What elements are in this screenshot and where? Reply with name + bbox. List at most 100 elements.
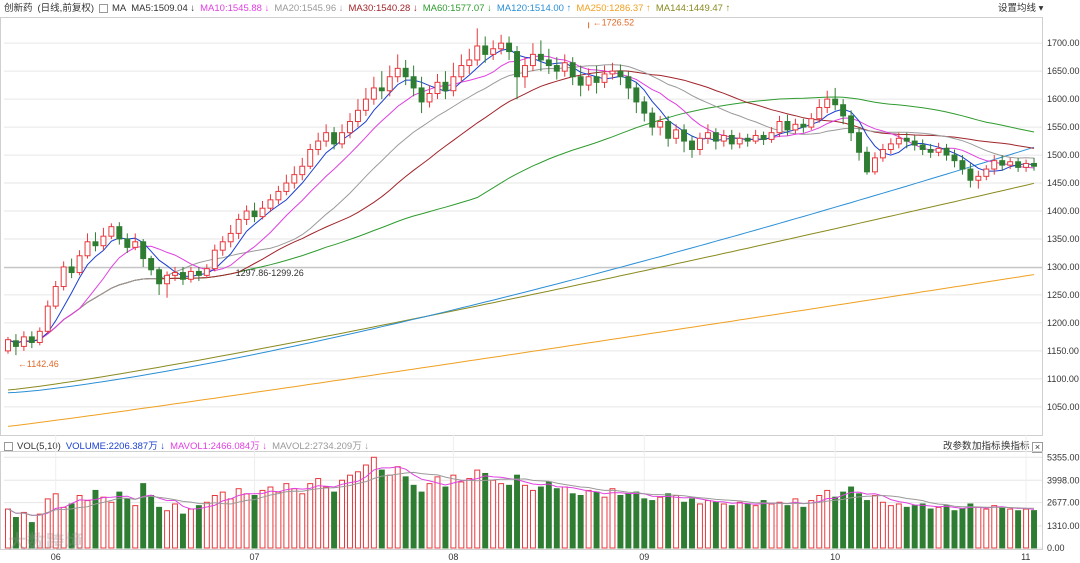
candle-down [800,123,807,128]
candle-down [617,70,624,78]
toggle-checkbox[interactable] [98,3,108,13]
volume-bar [378,469,385,549]
candle-down [649,112,656,128]
volume-bar [514,474,520,549]
candle-up [84,241,91,257]
volume-bar [291,488,298,549]
candle-down [633,87,640,103]
close-icon[interactable]: × [1032,442,1043,453]
settings-ma-label: 设置均线 [998,3,1037,14]
edit-params-button[interactable]: 改参数 [943,441,972,452]
volume-bar [625,493,632,549]
volume-bar [20,511,27,549]
volume-bar [712,501,719,549]
vol-value-1: VOLUME:2206.387万 ↓ [65,441,166,452]
volume-bar [840,491,847,549]
candle-up [315,140,322,150]
candle-down [1031,162,1037,167]
candle-up [203,268,210,276]
candle-up [601,73,608,83]
vol-value-2: MAVOL1:2466.084万 ↓ [170,441,268,452]
volume-bar [776,501,783,549]
candle-down [943,147,950,156]
price-panel-frame [0,17,1043,436]
volume-bar [235,488,242,549]
candle-down [864,151,870,173]
add-indicator-button[interactable]: 加指标 [972,441,1001,452]
candle-down [28,336,35,343]
candle-up [36,330,43,343]
volume-bar [434,476,441,549]
candle-up [259,207,266,218]
volume-bar [132,505,139,549]
candle-up [609,70,616,75]
candle-up [887,143,894,150]
candle-up [187,270,194,280]
candle-up [816,107,823,120]
switch-indicator-button[interactable]: 换指标 [1001,441,1030,452]
candle-down [156,269,163,285]
volume-bar [593,491,600,549]
instrument-name: 创新药 [4,3,33,14]
volume-bar [919,503,926,549]
candle-up [466,59,473,67]
volume-bar [824,489,831,549]
volume-bar [315,478,322,549]
y-tick-label: 1200.00 [1047,318,1080,328]
volume-bar [911,505,918,549]
volume-bar [164,510,171,549]
volume-bar [792,498,799,549]
settings-ma-button[interactable]: 设置均线 ▾ [998,2,1043,16]
ma-value-3: MA30:1540.28 ↓ [348,3,418,14]
candle-down [681,129,688,142]
ma144-line [7,182,1035,391]
volume-bar [140,483,147,549]
volume-bar [482,472,489,549]
vol-toggle-checkbox[interactable] [4,441,13,451]
watermark: 大数跨境 [8,532,84,552]
volume-bar [195,505,202,549]
volume-bar [283,483,290,549]
candle-down [331,132,338,145]
candle-down [92,241,99,247]
candle-down [641,101,648,114]
volume-bar [975,506,982,549]
volume-bar [187,508,194,549]
vol-value-0: VOL(5,10) [17,441,61,452]
volume-bar [681,501,688,549]
candle-up [792,123,799,131]
y-tick-label: 1650.00 [1047,66,1080,76]
price-legend: 创新药 (日线,前复权) MA MA5:1509.04 ↓ MA10:1545.88 ↓… [4,2,740,16]
y-tick-label: 1550.00 [1047,122,1080,132]
y-tick-label: 1700.00 [1047,38,1080,48]
volume-bar [227,498,234,549]
volume-panel-frame [0,451,1043,550]
volume-bar [370,456,377,549]
candle-up [975,175,982,181]
candle-up [299,165,306,176]
candle-up [935,147,942,153]
y-tick-label: 1450.00 [1047,178,1080,188]
x-tick-label: 08 [448,552,458,562]
candle-down [927,148,934,153]
candle-up [991,160,998,170]
candle-up [20,336,27,347]
candle-up [522,65,528,78]
candle-up [386,76,393,92]
volume-bar [339,479,346,549]
candle-down [848,115,855,134]
volume-bar [864,500,870,549]
volume-bar [887,505,894,549]
candle-down [418,87,425,103]
volume-bar [673,494,680,549]
vol-values: VOL(5,10) VOLUME:2206.387万 ↓ MAVOL1:2466.0… [17,441,374,452]
volume-bar [903,506,910,549]
ma10-line [7,55,1035,344]
candle-up [219,241,226,251]
candle-up [132,241,139,248]
ma-value-7: MA144:1449.47 ↑ [655,3,731,14]
candle-up [347,121,353,134]
volume-bar [84,500,91,549]
volume-bar [879,501,886,549]
